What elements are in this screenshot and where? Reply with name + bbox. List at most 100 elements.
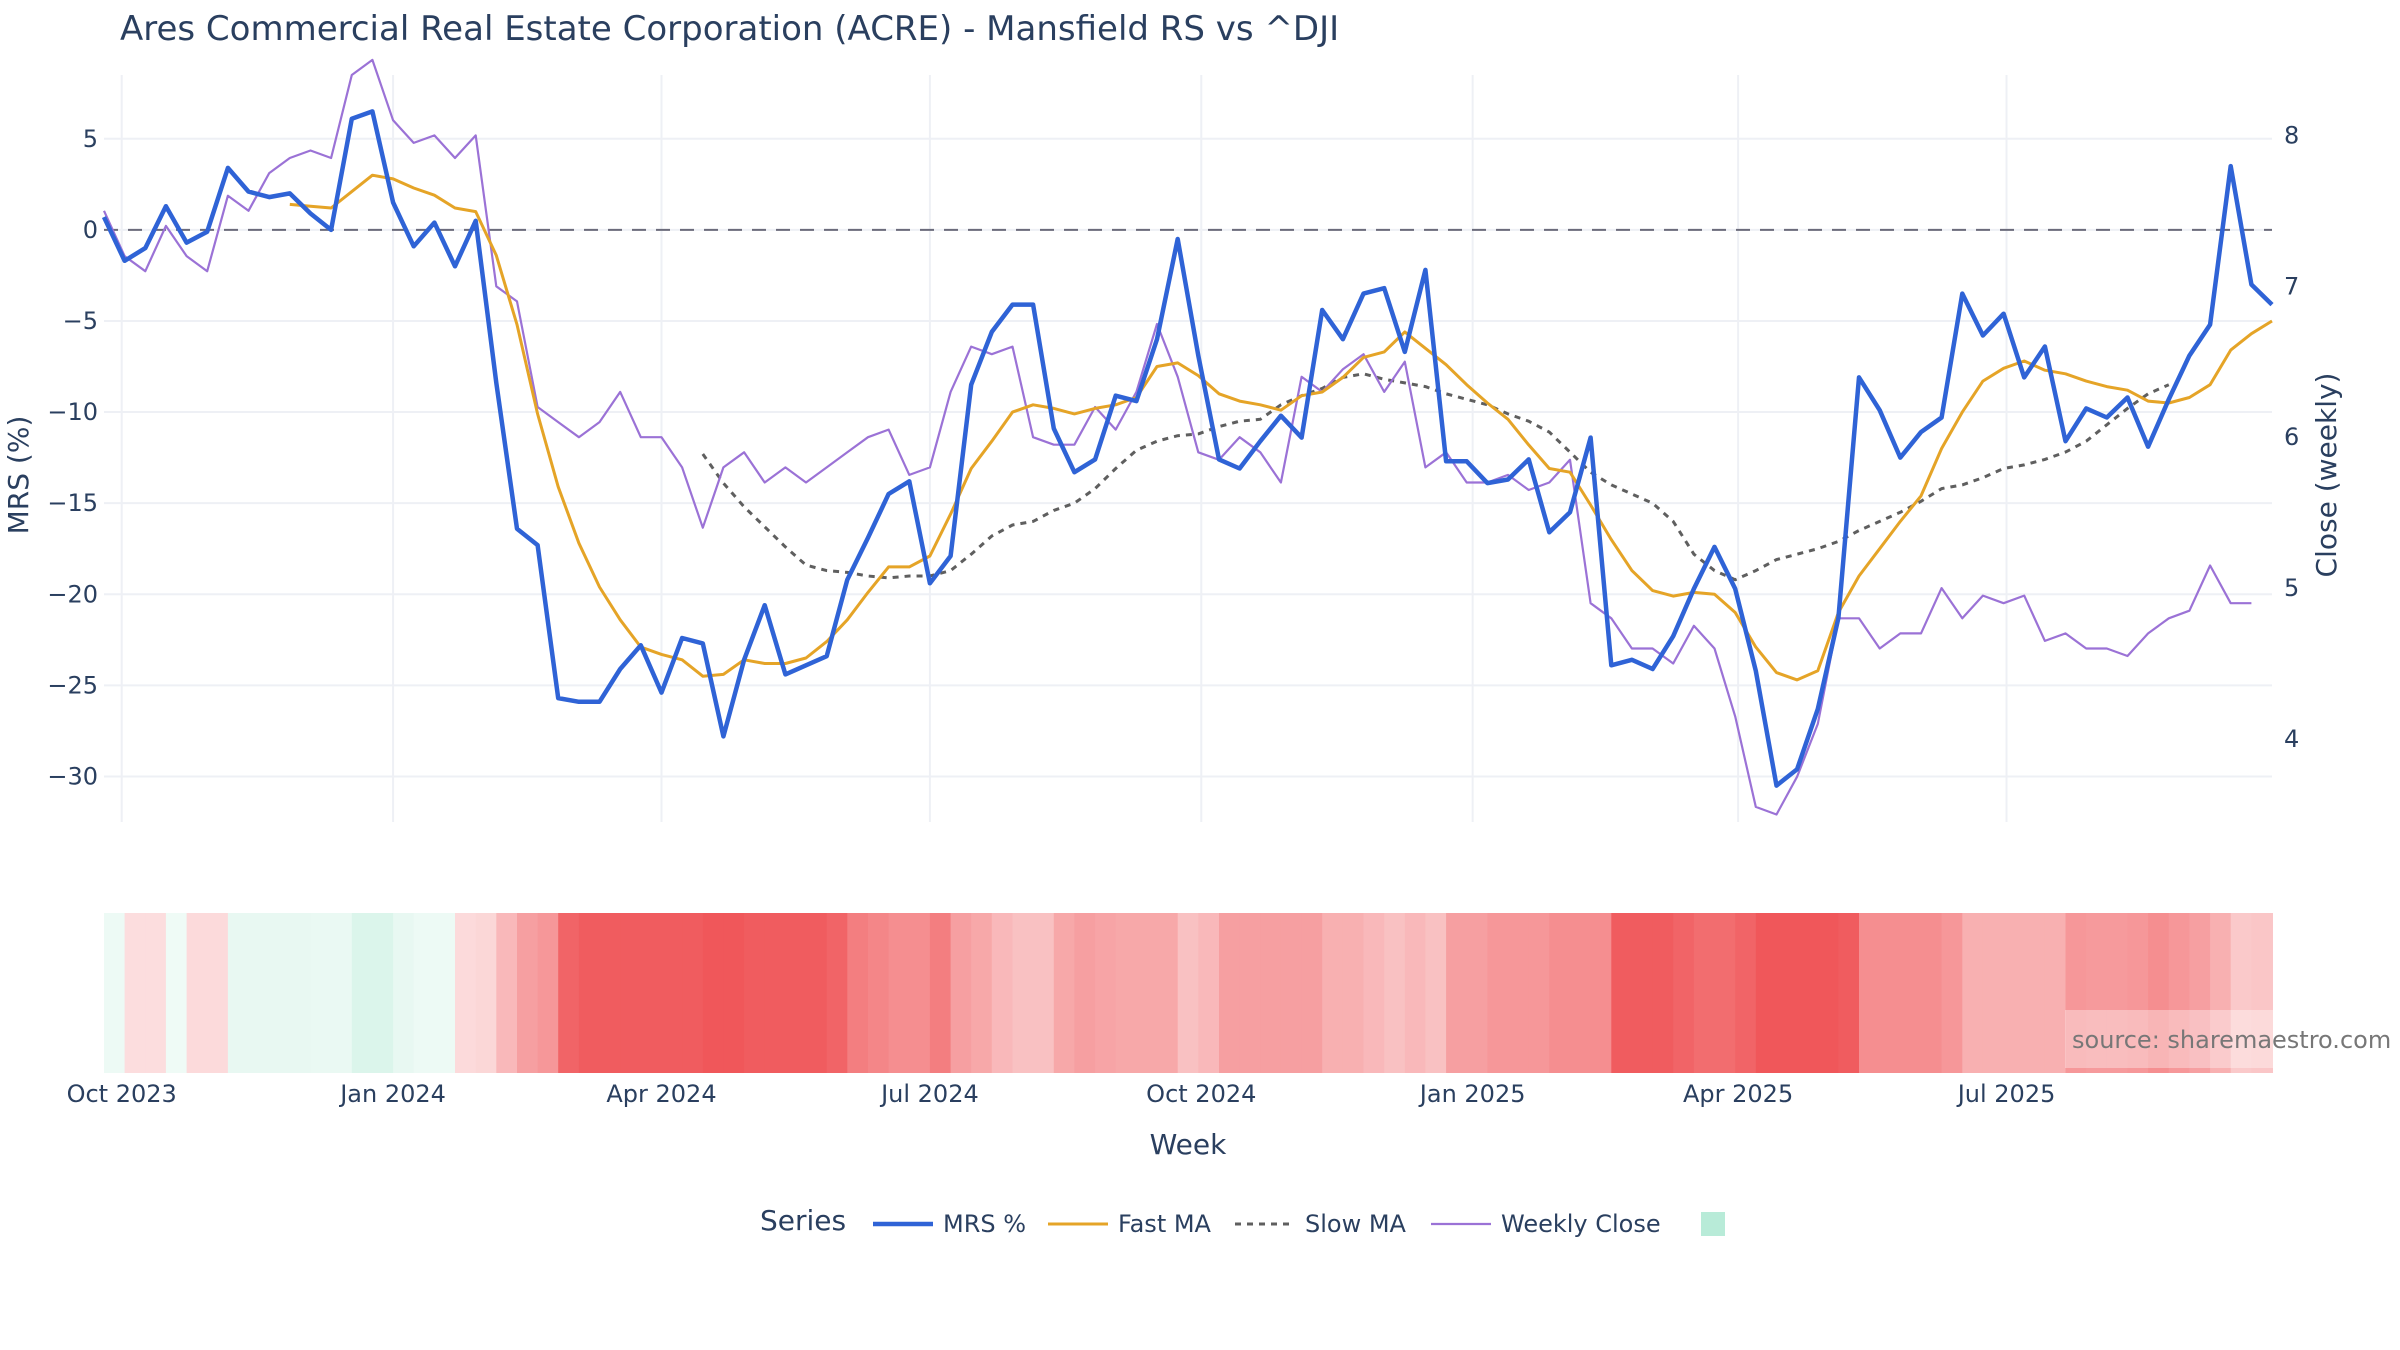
y2-tick-label: 5 xyxy=(2284,574,2299,602)
y2-tick-label: 6 xyxy=(2284,423,2299,451)
band-cell xyxy=(1280,913,1303,1073)
band-cell xyxy=(1941,913,1963,1073)
legend: Series MRS % Fast MA Slow MA Weekly Close xyxy=(760,1204,1725,1238)
band-cell xyxy=(2168,913,2191,1073)
band-cell xyxy=(661,913,683,1073)
legend-label: Weekly Close xyxy=(1501,1210,1661,1238)
band-cell xyxy=(165,913,188,1073)
band-cell xyxy=(1384,913,1406,1073)
band-cell xyxy=(1177,913,1200,1073)
chart-title: Ares Commercial Real Estate Corporation … xyxy=(120,9,1339,49)
band-cell xyxy=(104,913,126,1073)
x-axis-ticks: Oct 2023 Jan 2024 Apr 2024 Jul 2024 Oct 2024… xyxy=(67,1080,2056,1108)
band-cell xyxy=(971,913,993,1073)
band-cell xyxy=(764,913,787,1073)
band-cell xyxy=(1033,913,1055,1073)
band-cell xyxy=(186,913,208,1073)
band-cell xyxy=(393,913,415,1073)
series-layer xyxy=(101,58,2274,816)
band-cell xyxy=(2148,913,2170,1073)
band-cell xyxy=(124,913,146,1073)
band-cell xyxy=(1053,913,1076,1073)
x-axis-title: Week xyxy=(1150,1128,1227,1161)
legend-item: Slow MA xyxy=(1235,1210,1407,1238)
y-axis-ticks: 5 0 −5 −10 −15 −20 −25 −30 xyxy=(47,125,98,791)
series-line-fast-ma xyxy=(289,173,2273,682)
band-cell xyxy=(1735,913,1757,1073)
x-tick-label: Oct 2024 xyxy=(1146,1080,1256,1108)
band-cell xyxy=(269,913,291,1073)
band-cell xyxy=(1260,913,1282,1073)
band-cell xyxy=(537,913,559,1073)
band-cell xyxy=(2127,913,2149,1073)
band-cell xyxy=(1797,913,1819,1073)
band-cell xyxy=(1012,913,1034,1073)
y-tick-label: 5 xyxy=(83,125,98,153)
band-cell xyxy=(1466,913,1489,1073)
x-tick-label: Jul 2025 xyxy=(1956,1080,2056,1108)
band-cell xyxy=(847,913,869,1073)
band-cell xyxy=(640,913,663,1073)
band-cell xyxy=(2106,913,2129,1073)
band-cell xyxy=(1446,913,1468,1073)
band-cell xyxy=(599,913,621,1073)
band-cell xyxy=(1611,913,1633,1073)
band-cell xyxy=(1652,913,1674,1073)
band-cell xyxy=(991,913,1014,1073)
band-cell xyxy=(1528,913,1551,1073)
band-cell xyxy=(785,913,807,1073)
band-cell xyxy=(1776,913,1798,1073)
band-cell xyxy=(1074,913,1096,1073)
band-cell xyxy=(1879,913,1902,1073)
band-cell xyxy=(1982,913,2005,1073)
y-tick-label: 0 xyxy=(83,216,98,244)
band-cell xyxy=(2003,913,2025,1073)
strength-band xyxy=(104,913,2273,1073)
y-tick-label: −5 xyxy=(63,307,98,335)
band-cell xyxy=(1859,913,1881,1073)
y2-axis-ticks: 8 7 6 5 4 xyxy=(2284,121,2299,753)
x-tick-label: Oct 2023 xyxy=(67,1080,177,1108)
x-tick-label: Jul 2024 xyxy=(879,1080,979,1108)
y-tick-label: −30 xyxy=(47,762,98,790)
band-cell xyxy=(2210,913,2232,1073)
band-cell xyxy=(413,913,436,1073)
band-cell xyxy=(1157,913,1179,1073)
legend-item: Weekly Close xyxy=(1431,1210,1661,1238)
legend-swatch xyxy=(1701,1212,1725,1236)
band-cell xyxy=(289,913,312,1073)
band-cell xyxy=(826,913,849,1073)
y-tick-label: −25 xyxy=(47,671,98,699)
band-cell xyxy=(909,913,931,1073)
band-cell xyxy=(1549,913,1571,1073)
y-tick-label: −10 xyxy=(47,398,98,426)
band-cell xyxy=(1693,913,1716,1073)
band-cell xyxy=(475,913,498,1073)
band-cell xyxy=(310,913,332,1073)
band-cell xyxy=(744,913,766,1073)
x-tick-label: Apr 2024 xyxy=(606,1080,716,1108)
band-cell xyxy=(2230,913,2253,1073)
band-cell xyxy=(331,913,353,1073)
band-cell xyxy=(1342,913,1365,1073)
band-cell xyxy=(2272,913,2273,1073)
band-cell xyxy=(1404,913,1427,1073)
band-cell xyxy=(1239,913,1261,1073)
band-cell xyxy=(1921,913,1943,1073)
band-cell xyxy=(248,913,270,1073)
band-cell xyxy=(682,913,704,1073)
y2-tick-label: 4 xyxy=(2284,725,2299,753)
band-cell xyxy=(1115,913,1138,1073)
band-cell xyxy=(1095,913,1117,1073)
band-cell xyxy=(2044,913,2067,1073)
band-cell xyxy=(578,913,601,1073)
band-cell xyxy=(929,913,952,1073)
band-cell xyxy=(372,913,394,1073)
x-tick-label: Apr 2025 xyxy=(1683,1080,1793,1108)
band-cell xyxy=(2065,913,2087,1073)
band-cell xyxy=(1301,913,1323,1073)
band-cell xyxy=(1425,913,1447,1073)
band-cell xyxy=(434,913,456,1073)
legend-label: Slow MA xyxy=(1305,1210,1407,1238)
